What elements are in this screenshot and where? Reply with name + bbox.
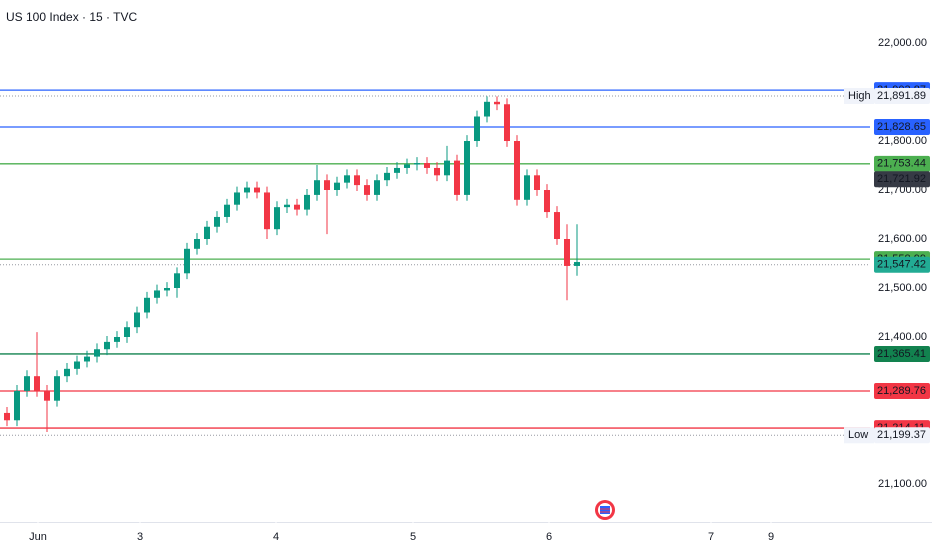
high-label: 21,891.89 xyxy=(877,90,926,102)
low-box xyxy=(874,427,930,444)
candle-body xyxy=(364,185,370,195)
high-tag-box xyxy=(844,87,874,104)
candle-body xyxy=(234,192,240,205)
candle-body xyxy=(44,390,50,401)
candle-body xyxy=(34,376,40,391)
candle-body xyxy=(394,167,400,173)
candle-body xyxy=(124,327,130,337)
candle-body xyxy=(424,163,430,168)
candle-body xyxy=(434,167,440,176)
candle-body xyxy=(464,141,470,195)
candle-body xyxy=(274,207,280,230)
crosshair-label: 21,721.92 xyxy=(877,173,926,185)
candle-body xyxy=(174,273,180,288)
candle-body xyxy=(224,204,230,217)
candle-body xyxy=(14,390,20,421)
candle-body xyxy=(264,192,270,230)
candle-body xyxy=(334,182,340,191)
candle-body xyxy=(574,262,580,266)
candle-body xyxy=(494,101,500,105)
level-label: 21,289.76 xyxy=(877,385,926,397)
x-tick-label: 6 xyxy=(546,531,552,543)
last-price-box xyxy=(874,256,930,273)
candle-body xyxy=(354,175,360,186)
candle-body xyxy=(214,216,220,227)
last-price-label: 21,547.42 xyxy=(877,259,926,271)
y-tick-label: 21,500.00 xyxy=(878,282,927,294)
candle-body xyxy=(484,101,490,117)
candle-body xyxy=(74,361,80,369)
low-tag-box xyxy=(844,427,874,444)
level-box xyxy=(874,118,930,135)
candle-body xyxy=(444,160,450,176)
x-tick-label: Jun xyxy=(29,531,47,543)
low-tag: Low xyxy=(848,429,868,441)
candle-body xyxy=(94,349,100,357)
candle-body xyxy=(204,226,210,240)
y-tick-label: 21,100.00 xyxy=(878,478,927,490)
candle-body xyxy=(294,204,300,210)
y-tick-label: 21,800.00 xyxy=(878,135,927,147)
candle-body xyxy=(524,175,530,200)
event-icon xyxy=(595,500,615,520)
candle-body xyxy=(54,376,60,401)
candle-body xyxy=(284,204,290,208)
x-tick-label: 3 xyxy=(137,531,143,543)
x-tick-label: 4 xyxy=(273,531,279,543)
candle-body xyxy=(144,297,150,313)
high-tag: High xyxy=(848,90,871,102)
level-label: 21,828.65 xyxy=(877,121,926,133)
high-box xyxy=(874,87,930,104)
candle-body xyxy=(314,180,320,195)
level-box xyxy=(874,383,930,400)
candle-body xyxy=(4,412,10,421)
candle-body xyxy=(384,172,390,181)
candle-body xyxy=(84,356,90,362)
candle-body xyxy=(564,239,570,266)
x-tick-label: 7 xyxy=(708,531,714,543)
candle-body xyxy=(184,248,190,274)
candle-body xyxy=(254,187,260,193)
candle-body xyxy=(24,376,30,391)
candle-body xyxy=(164,287,170,291)
y-tick-label: 22,000.00 xyxy=(878,37,927,49)
candle-body xyxy=(114,336,120,342)
x-tick-label: 5 xyxy=(410,531,416,543)
candle-body xyxy=(324,180,330,191)
candle-body xyxy=(534,175,540,191)
level-box xyxy=(874,155,930,172)
candle-body xyxy=(544,190,550,213)
candle-body xyxy=(304,194,310,210)
crosshair-box xyxy=(874,171,930,188)
candle-body xyxy=(404,164,410,168)
candle-body xyxy=(244,187,250,193)
candle-body xyxy=(504,104,510,142)
candle-body xyxy=(134,312,140,328)
candle-body xyxy=(374,180,380,195)
y-tick-label: 21,400.00 xyxy=(878,331,927,343)
level-box xyxy=(874,345,930,362)
candle-body xyxy=(344,175,350,183)
low-label: 21,199.37 xyxy=(877,429,926,441)
candle-body xyxy=(194,239,200,249)
y-tick-label: 21,600.00 xyxy=(878,233,927,245)
level-label: 21,753.44 xyxy=(877,158,926,170)
candle-body xyxy=(64,368,70,377)
x-tick-label: 9 xyxy=(768,531,774,543)
candle-body xyxy=(514,141,520,200)
candle-body xyxy=(554,212,560,240)
chart-title: US 100 Index · 15 · TVC xyxy=(6,10,138,24)
candle-body xyxy=(474,116,480,142)
candle-body xyxy=(414,163,420,165)
candle-body xyxy=(454,160,460,195)
level-label: 21,365.41 xyxy=(877,348,926,360)
candle-body xyxy=(154,290,160,298)
candle-body xyxy=(104,341,110,350)
